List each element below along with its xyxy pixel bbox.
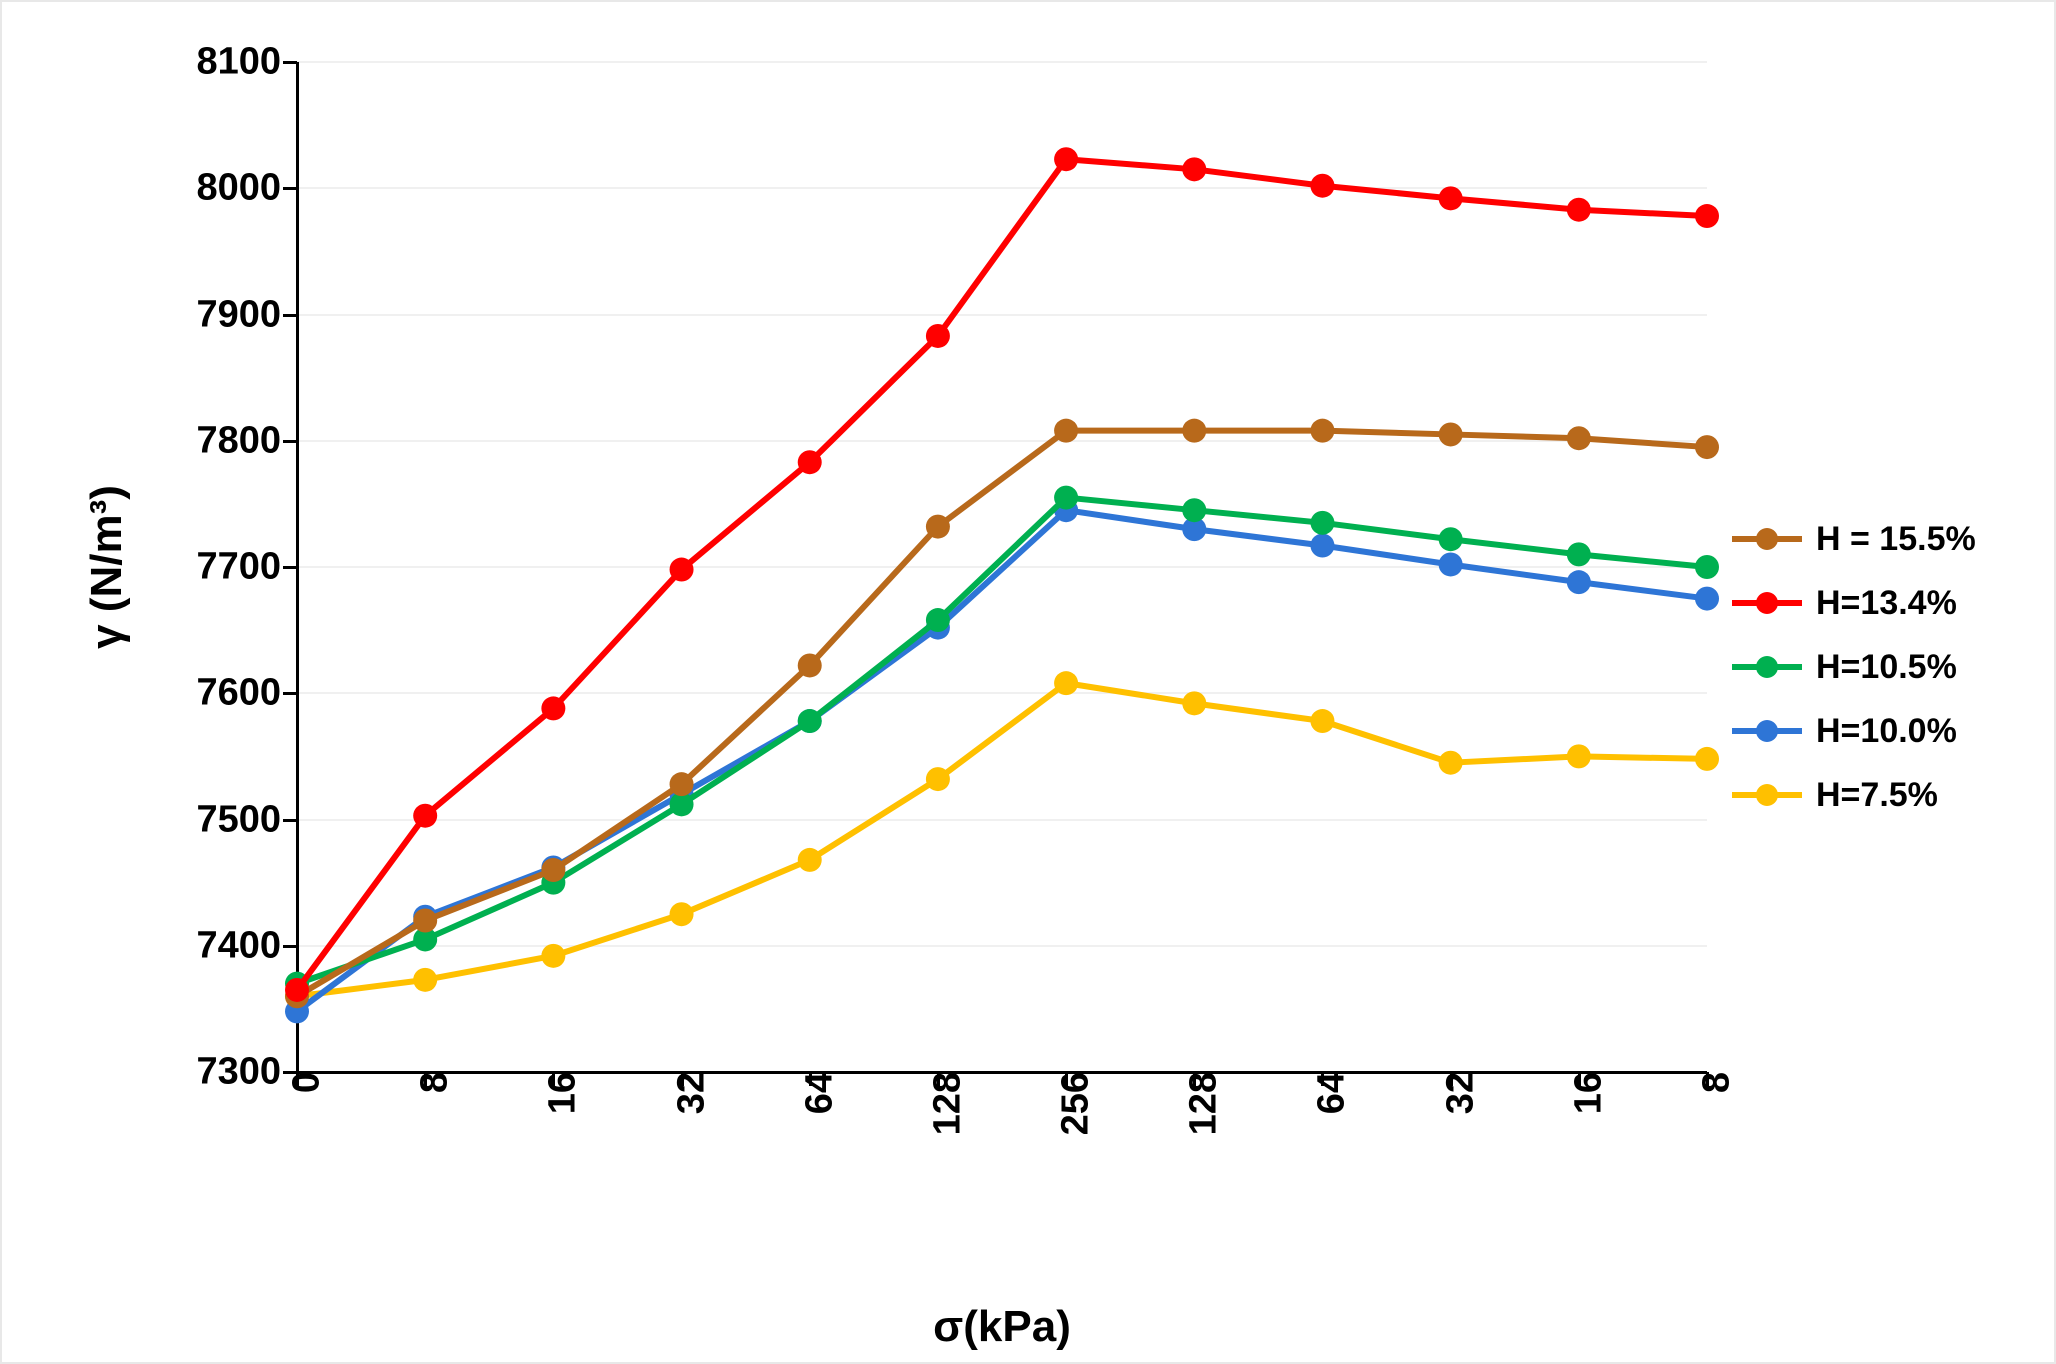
legend-label: H = 15.5%	[1816, 520, 1976, 559]
legend-label: H=13.4%	[1816, 584, 1957, 623]
y-tick-label: 7500	[196, 798, 297, 841]
x-tick-label: 8	[394, 1072, 457, 1093]
legend-swatch	[1732, 664, 1802, 670]
legend-item: H=13.4%	[1732, 586, 1976, 620]
x-tick-label: 64	[778, 1072, 841, 1114]
x-tick-label: 8	[1676, 1072, 1739, 1093]
plot-area: 7300740075007600770078007900800081000816…	[297, 62, 1707, 1072]
y-tick-label: 8000	[196, 167, 297, 210]
legend-item: H=7.5%	[1732, 778, 1976, 812]
legend-item: H=10.5%	[1732, 650, 1976, 684]
legend-marker	[1756, 528, 1778, 550]
legend: H = 15.5% H=13.4% H=10.5% H=10.0% H=7.5%	[1732, 522, 1976, 842]
y-tick-label: 7900	[196, 293, 297, 336]
legend-marker	[1756, 720, 1778, 742]
y-tick-label: 7400	[196, 924, 297, 967]
y-tick-label: 7700	[196, 546, 297, 589]
legend-swatch	[1732, 728, 1802, 734]
legend-marker	[1756, 592, 1778, 614]
x-tick-label: 128	[1163, 1072, 1226, 1135]
y-tick-label: 8100	[196, 41, 297, 84]
x-tick-label: 0	[266, 1072, 329, 1093]
legend-marker	[1756, 656, 1778, 678]
x-tick-label: 32	[1419, 1072, 1482, 1114]
legend-marker	[1756, 784, 1778, 806]
legend-item: H=10.0%	[1732, 714, 1976, 748]
x-tick-label: 32	[650, 1072, 713, 1114]
chart-container: 7300740075007600770078007900800081000816…	[0, 0, 2056, 1364]
legend-label: H=10.5%	[1816, 648, 1957, 687]
x-tick-label: 256	[1035, 1072, 1098, 1135]
legend-swatch	[1732, 792, 1802, 798]
legend-swatch	[1732, 600, 1802, 606]
x-tick-label: 16	[522, 1072, 585, 1114]
x-axis-title: σ(kPa)	[933, 1302, 1071, 1352]
series-line	[297, 62, 1707, 1072]
x-tick-label: 128	[906, 1072, 969, 1135]
x-tick-label: 64	[1291, 1072, 1354, 1114]
legend-label: H=10.0%	[1816, 712, 1957, 751]
y-axis-title: γ (N/m³)	[82, 485, 132, 649]
legend-swatch	[1732, 536, 1802, 542]
y-tick-label: 7800	[196, 419, 297, 462]
legend-label: H=7.5%	[1816, 776, 1938, 815]
legend-item: H = 15.5%	[1732, 522, 1976, 556]
y-tick-label: 7600	[196, 672, 297, 715]
x-tick-label: 16	[1547, 1072, 1610, 1114]
